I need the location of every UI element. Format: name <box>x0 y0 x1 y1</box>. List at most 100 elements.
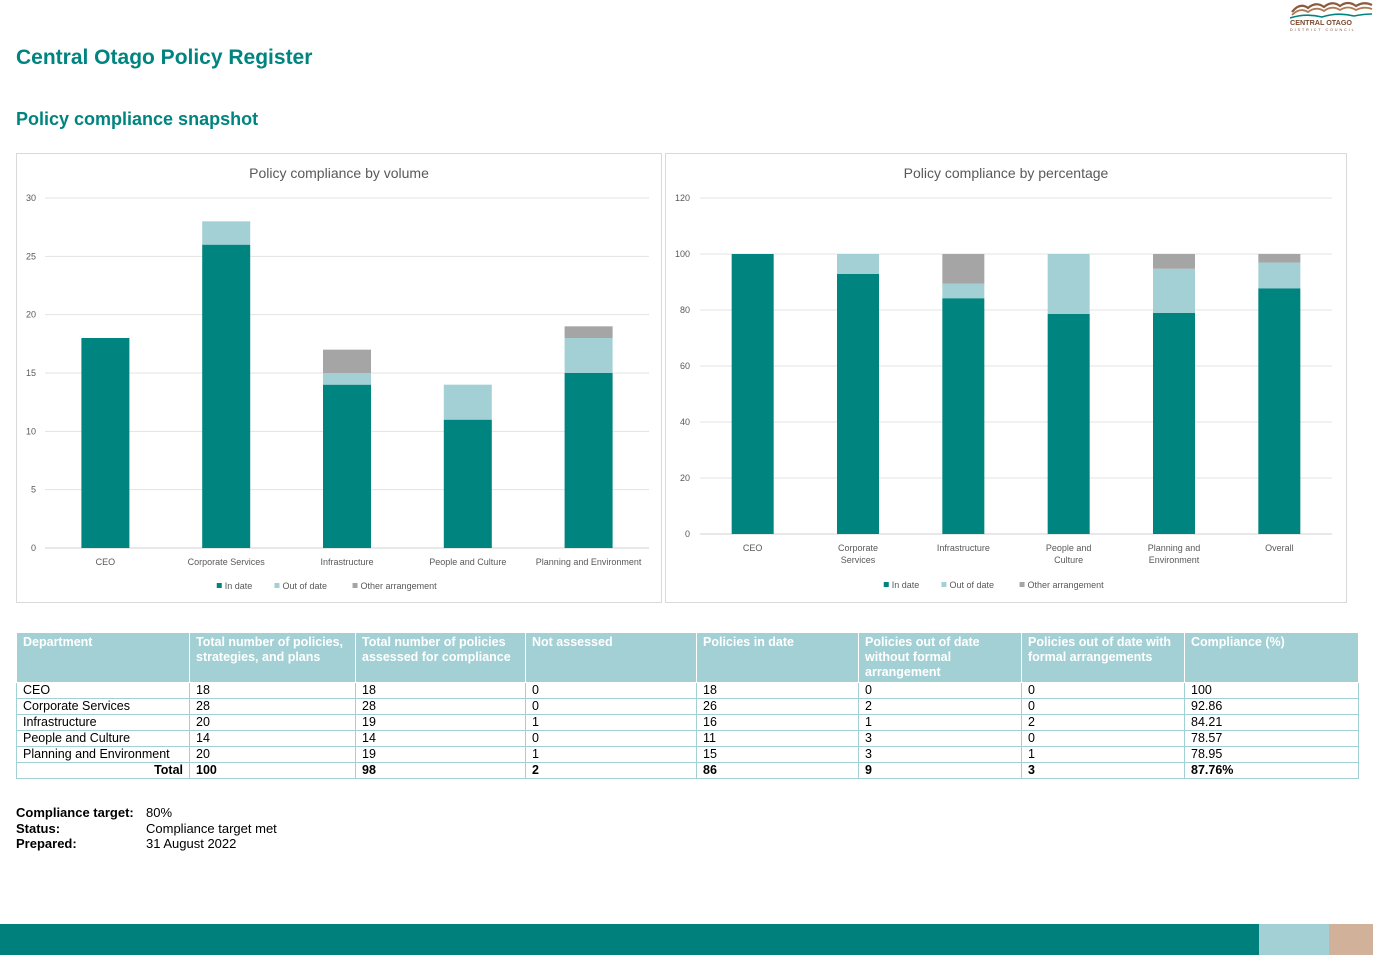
header-assessed: Total number of policies assessed for co… <box>355 632 526 683</box>
cell-out-with: 2 <box>1021 714 1185 731</box>
y-tick-label: 25 <box>26 251 36 261</box>
legend-label: In date <box>892 580 920 590</box>
section-title: Policy compliance snapshot <box>16 109 259 129</box>
percentage-chart-svg: Policy compliance by percentage 0 20 40 60 80… <box>675 165 1332 590</box>
chart-title: Policy compliance by percentage <box>904 165 1109 181</box>
y-tick-label: 20 <box>680 473 690 483</box>
cell-in-date: 11 <box>696 730 859 747</box>
y-tick-label: 5 <box>31 485 36 495</box>
cell-compliance: 84.21 <box>1184 714 1359 731</box>
bar-segment <box>1153 312 1195 534</box>
y-tick-label: 10 <box>26 426 36 436</box>
cell-out-with: 0 <box>1021 698 1185 715</box>
legend-label: Other arrangement <box>1028 580 1105 590</box>
cell-out-without: 9 <box>858 762 1022 779</box>
cell-department: Planning and Environment <box>16 746 190 763</box>
legend-label: Out of date <box>282 581 327 591</box>
cell-not-assessed: 1 <box>525 746 697 763</box>
percentage-chart: Policy compliance by percentage 0 20 40 60 80… <box>665 153 1347 603</box>
header-department: Department <box>16 632 190 683</box>
cell-out-with: 3 <box>1021 762 1185 779</box>
cell-compliance: 87.76% <box>1184 762 1359 779</box>
bar-segment <box>1153 254 1195 269</box>
legend-swatch <box>274 583 280 588</box>
cell-department: CEO <box>16 682 190 699</box>
cell-out-with: 1 <box>1021 746 1185 763</box>
prepared-value: 31 August 2022 <box>146 836 237 851</box>
cell-out-without: 3 <box>858 730 1022 747</box>
cell-in-date: 26 <box>696 698 859 715</box>
table-row: People and Culture 14 14 0 11 3 0 78.57 <box>16 730 1359 747</box>
bar-segment <box>1047 254 1090 315</box>
bar-segment <box>323 349 371 373</box>
header-not-assessed: Not assessed <box>525 632 697 683</box>
y-tick-label: 0 <box>685 529 690 539</box>
footer-bar <box>0 924 1259 955</box>
bar-segment <box>81 338 130 548</box>
bar-segment <box>564 338 613 373</box>
bar-segment <box>942 254 985 284</box>
y-tick-label: 15 <box>26 368 36 378</box>
table-row: Infrastructure 20 19 1 16 1 2 84.21 <box>16 714 1359 731</box>
y-tick-label: 60 <box>680 361 690 371</box>
status-label: Status: <box>16 820 61 836</box>
category-label: Overall <box>1265 543 1294 553</box>
bar-segment <box>1153 268 1195 313</box>
bar-segment <box>323 384 371 548</box>
cell-compliance: 78.95 <box>1184 746 1359 763</box>
cell-assessed: 98 <box>355 762 526 779</box>
header-out-with-arrangement: Policies out of date with formal arrange… <box>1021 632 1185 683</box>
footer-accent-light <box>1259 924 1329 955</box>
y-tick-label: 40 <box>680 417 690 427</box>
table-row: CEO 18 18 0 18 0 0 100 <box>16 682 1359 699</box>
category-label: People and Culture <box>429 557 506 567</box>
bar-segment <box>837 273 879 534</box>
cell-not-assessed: 1 <box>525 714 697 731</box>
council-logo: CENTRAL OTAGO DISTRICT COUNCIL <box>1289 1 1373 32</box>
cell-compliance: 78.57 <box>1184 730 1359 747</box>
cell-department: Total <box>16 762 190 779</box>
bar-segment <box>837 254 879 274</box>
cell-out-with: 0 <box>1021 682 1185 699</box>
volume-chart: Policy compliance by volume 0 5 10 15 20 25 30 C… <box>16 153 662 603</box>
cell-in-date: 16 <box>696 714 859 731</box>
y-tick-label: 20 <box>26 310 36 320</box>
compliance-summary: Compliance target: 80% Status: Complianc… <box>16 805 277 852</box>
bar-segment <box>323 373 371 385</box>
category-label: Planning and Environment <box>1148 543 1201 565</box>
legend-label: Out of date <box>949 580 994 590</box>
status-value: Compliance target met <box>146 820 277 836</box>
bar-segment <box>202 221 251 245</box>
category-label: Corporate Services <box>838 543 878 565</box>
cell-compliance: 92.86 <box>1184 698 1359 715</box>
bar-segment <box>942 298 985 534</box>
legend-swatch <box>216 583 222 588</box>
logo-subtext: DISTRICT COUNCIL <box>1290 28 1356 32</box>
bar-segment <box>564 326 613 338</box>
volume-chart-svg: Policy compliance by volume 0 5 10 15 20 25 30 C… <box>26 165 649 591</box>
bar-segment <box>1258 254 1301 263</box>
legend-swatch <box>352 583 358 588</box>
bar-segment <box>443 419 492 548</box>
cell-total: 28 <box>189 698 356 715</box>
bar-segment <box>731 254 774 534</box>
compliance-table: Department Total number of policies, str… <box>16 632 1359 779</box>
cell-not-assessed: 0 <box>525 730 697 747</box>
legend-label: In date <box>225 581 253 591</box>
cell-out-without: 3 <box>858 746 1022 763</box>
cell-assessed: 18 <box>355 682 526 699</box>
table-header-row: Department Total number of policies, str… <box>16 632 1359 683</box>
cell-not-assessed: 0 <box>525 698 697 715</box>
chart-title: Policy compliance by volume <box>249 165 429 181</box>
cell-in-date: 15 <box>696 746 859 763</box>
cell-assessed: 14 <box>355 730 526 747</box>
category-label: CEO <box>743 543 763 553</box>
cell-not-assessed: 0 <box>525 682 697 699</box>
y-tick-label: 100 <box>675 249 690 259</box>
y-tick-label: 80 <box>680 305 690 315</box>
category-label: People and Culture <box>1046 543 1092 565</box>
target-value: 80% <box>146 805 173 820</box>
cell-total: 14 <box>189 730 356 747</box>
category-label: CEO <box>96 557 116 567</box>
bar-segment <box>202 244 251 548</box>
